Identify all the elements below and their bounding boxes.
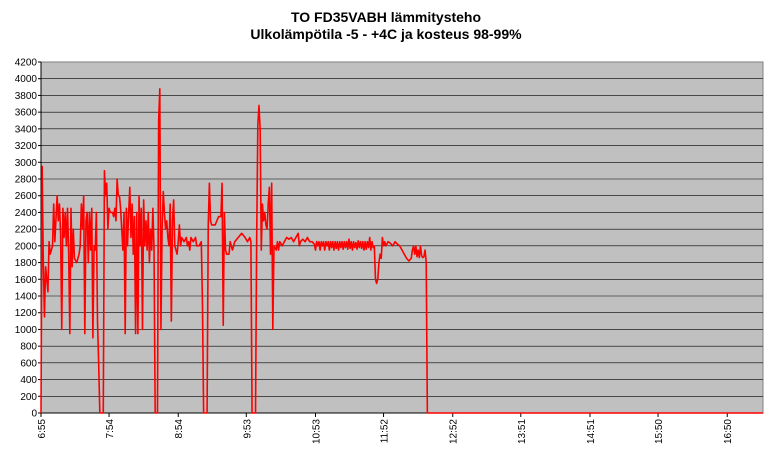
x-tick-label: 6:55 xyxy=(37,419,48,439)
x-tick-label: 12:52 xyxy=(449,419,460,444)
y-tick-label: 200 xyxy=(20,392,37,403)
y-tick-label: 2800 xyxy=(15,175,38,186)
y-tick-label: 3600 xyxy=(15,108,38,119)
y-tick-label: 4200 xyxy=(15,58,38,69)
x-tick-label: 9:53 xyxy=(242,419,253,439)
y-tick-label: 400 xyxy=(20,375,37,386)
chart-subtitle: Ulkolämpötila -5 - +4C ja kosteus 98-99% xyxy=(250,26,522,42)
x-tick-label: 13:51 xyxy=(517,419,528,444)
x-tick-label: 14:51 xyxy=(586,419,597,444)
y-tick-label: 3000 xyxy=(15,158,38,169)
chart-title: TO FD35VABH lämmitysteho xyxy=(290,9,482,25)
y-tick-label: 4000 xyxy=(15,74,38,85)
y-tick-label: 1000 xyxy=(15,325,38,336)
x-tick-label: 10:53 xyxy=(311,419,322,444)
y-tick-label: 1200 xyxy=(15,308,38,319)
y-tick-label: 3400 xyxy=(15,124,38,135)
x-tick-label: 15:50 xyxy=(654,419,665,444)
y-tick-label: 3800 xyxy=(15,91,38,102)
y-tick-label: 0 xyxy=(31,409,37,420)
y-tick-label: 800 xyxy=(20,342,37,353)
series-line xyxy=(40,87,763,414)
y-tick-label: 2400 xyxy=(15,208,38,219)
y-tick-label: 2000 xyxy=(15,241,38,252)
x-tick-label: 7:54 xyxy=(105,419,116,439)
y-tick-label: 1800 xyxy=(15,258,38,269)
y-tick-label: 1600 xyxy=(15,275,38,286)
y-tick-label: 2200 xyxy=(15,225,38,236)
y-tick-label: 3200 xyxy=(15,141,38,152)
y-tick-label: 600 xyxy=(20,358,37,369)
x-tick-label: 16:50 xyxy=(723,419,734,444)
y-tick-label: 1400 xyxy=(15,292,38,303)
x-tick-label: 11:52 xyxy=(380,419,391,444)
y-tick-label: 2600 xyxy=(15,191,38,202)
x-tick-label: 8:54 xyxy=(174,419,185,439)
